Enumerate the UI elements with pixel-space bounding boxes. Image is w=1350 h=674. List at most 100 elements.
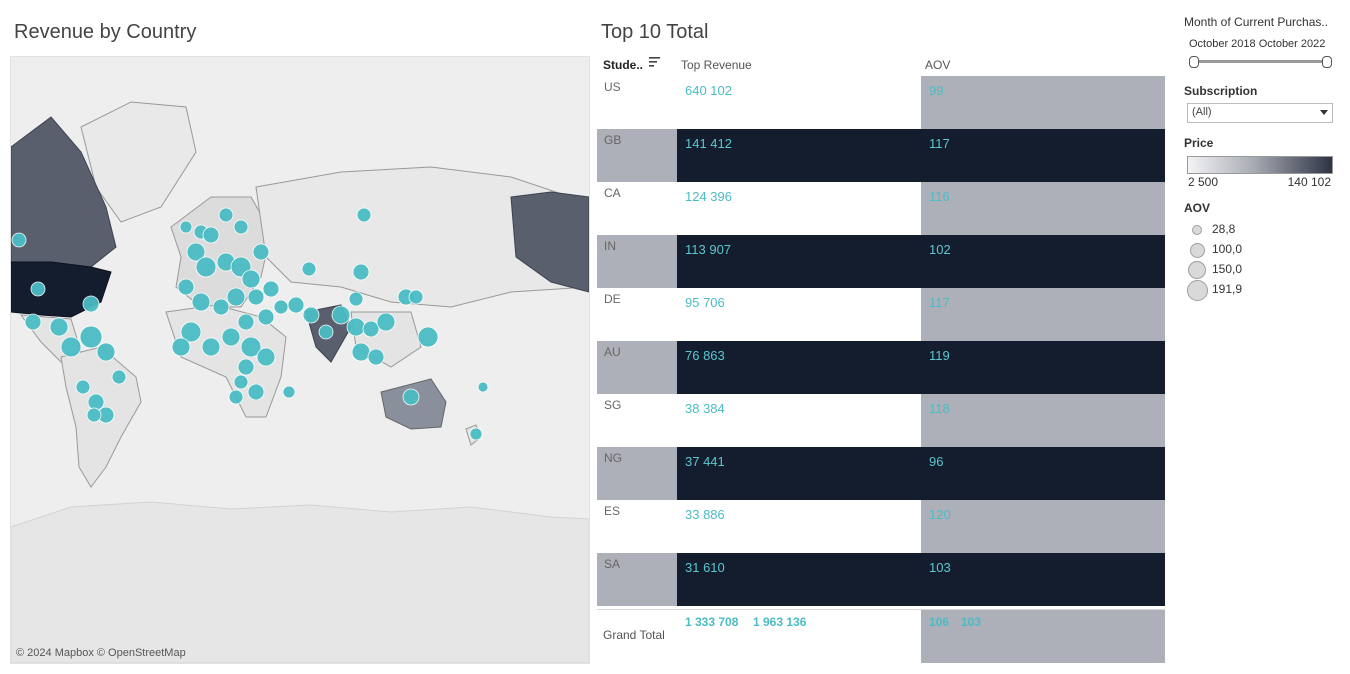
country-bubble[interactable] bbox=[177, 278, 195, 296]
asia-shape bbox=[255, 166, 589, 308]
country-bubble[interactable] bbox=[201, 337, 221, 357]
country-bubble[interactable] bbox=[256, 347, 276, 367]
header-student[interactable]: Stude.. bbox=[603, 58, 644, 72]
country-bubble[interactable] bbox=[87, 393, 105, 411]
country-bubble[interactable] bbox=[233, 374, 249, 390]
country-bubble[interactable] bbox=[302, 306, 320, 324]
aov-cell: 96 bbox=[921, 447, 1165, 500]
country-bubble[interactable] bbox=[348, 291, 364, 307]
country-bubble[interactable] bbox=[346, 317, 366, 337]
table-row[interactable]: SA 31 610 103 bbox=[597, 553, 1165, 606]
country-bubble[interactable] bbox=[237, 313, 255, 331]
country-bubble[interactable] bbox=[477, 381, 489, 393]
country-bubble[interactable] bbox=[171, 337, 191, 357]
aov-value: 99 bbox=[929, 83, 944, 98]
table-row[interactable]: NG 37 441 96 bbox=[597, 447, 1165, 500]
table-row[interactable]: IN 113 907 102 bbox=[597, 235, 1165, 288]
month-slider-end-handle[interactable] bbox=[1322, 56, 1332, 68]
country-bubble[interactable] bbox=[186, 242, 206, 262]
table-row[interactable]: AU 76 863 119 bbox=[597, 341, 1165, 394]
revenue-cell: 113 907 bbox=[677, 235, 921, 288]
country-bubble[interactable] bbox=[226, 287, 246, 307]
country-bubble[interactable] bbox=[60, 336, 82, 358]
country-bubble[interactable] bbox=[228, 389, 244, 405]
month-slider-start-handle[interactable] bbox=[1189, 56, 1199, 68]
country-bubble[interactable] bbox=[30, 281, 46, 297]
subscription-dropdown[interactable]: (All) bbox=[1187, 103, 1333, 123]
revenue-value: 37 441 bbox=[685, 454, 725, 469]
world-map-canvas[interactable] bbox=[11, 57, 589, 663]
country-bubble[interactable] bbox=[417, 326, 439, 348]
aov-value: 103 bbox=[929, 560, 951, 575]
country-bubble[interactable] bbox=[282, 385, 296, 399]
filter-panel: Month of Current Purchas.. October 2018 … bbox=[1180, 0, 1350, 674]
sort-icon[interactable] bbox=[649, 56, 661, 68]
country-bubble[interactable] bbox=[469, 427, 483, 441]
country-bubble[interactable] bbox=[301, 261, 317, 277]
country-bubble[interactable] bbox=[212, 298, 230, 316]
header-revenue[interactable]: Top Revenue bbox=[681, 58, 752, 72]
country-bubble[interactable] bbox=[218, 207, 234, 223]
chevron-down-icon[interactable] bbox=[1320, 110, 1328, 115]
country-bubble[interactable] bbox=[351, 342, 371, 362]
country-bubble[interactable] bbox=[202, 226, 220, 244]
country-bubble[interactable] bbox=[356, 207, 372, 223]
country-code: US bbox=[604, 80, 621, 94]
country-bubble[interactable] bbox=[24, 313, 42, 331]
country-bubble[interactable] bbox=[75, 379, 91, 395]
country-code: NG bbox=[604, 451, 622, 465]
country-bubble[interactable] bbox=[247, 288, 265, 306]
table-row[interactable]: GB 141 412 117 bbox=[597, 129, 1165, 182]
country-bubble[interactable] bbox=[79, 325, 103, 349]
table-row[interactable]: DE 95 706 117 bbox=[597, 288, 1165, 341]
country-bubble[interactable] bbox=[376, 312, 396, 332]
country-bubble[interactable] bbox=[367, 348, 385, 366]
country-bubble[interactable] bbox=[257, 308, 275, 326]
country-bubble[interactable] bbox=[49, 317, 69, 337]
country-bubble[interactable] bbox=[318, 324, 334, 340]
country-bubble[interactable] bbox=[96, 342, 116, 362]
revenue-cell: 38 384 bbox=[677, 394, 921, 447]
country-bubble[interactable] bbox=[233, 219, 249, 235]
country-bubble[interactable] bbox=[287, 296, 305, 314]
country-cell: IN bbox=[597, 235, 677, 288]
table-row[interactable]: ES 33 886 120 bbox=[597, 500, 1165, 553]
country-bubble[interactable] bbox=[111, 369, 127, 385]
country-bubble[interactable] bbox=[408, 289, 424, 305]
country-bubble[interactable] bbox=[221, 327, 241, 347]
country-bubble[interactable] bbox=[195, 256, 217, 278]
revenue-value: 38 384 bbox=[685, 401, 725, 416]
country-bubble[interactable] bbox=[237, 358, 255, 376]
country-bubble[interactable] bbox=[191, 292, 211, 312]
table-row[interactable]: US 640 102 99 bbox=[597, 76, 1165, 129]
country-bubble[interactable] bbox=[331, 305, 351, 325]
month-slider-track[interactable] bbox=[1190, 60, 1326, 63]
country-bubble[interactable] bbox=[240, 336, 262, 358]
country-bubble[interactable] bbox=[241, 269, 261, 289]
country-bubble[interactable] bbox=[362, 320, 380, 338]
country-bubble[interactable] bbox=[11, 232, 27, 248]
country-bubble[interactable] bbox=[179, 220, 193, 234]
country-bubble[interactable] bbox=[82, 295, 100, 313]
table-row[interactable]: CA 124 396 116 bbox=[597, 182, 1165, 235]
table-row[interactable]: SG 38 384 118 bbox=[597, 394, 1165, 447]
country-code: SA bbox=[604, 557, 621, 571]
country-bubble[interactable] bbox=[252, 243, 270, 261]
aov-cell: 99 bbox=[921, 76, 1165, 129]
country-bubble[interactable] bbox=[86, 407, 102, 423]
country-code: AU bbox=[604, 345, 621, 359]
revenue-map[interactable]: © 2024 Mapbox © OpenStreetMap bbox=[10, 56, 590, 664]
revenue-bubbles[interactable] bbox=[11, 207, 489, 441]
country-bubble[interactable] bbox=[262, 280, 280, 298]
country-bubble[interactable] bbox=[352, 263, 370, 281]
country-cell: US bbox=[597, 76, 677, 129]
grand-total-label: Grand Total bbox=[603, 628, 665, 642]
header-aov[interactable]: AOV bbox=[925, 58, 951, 72]
country-bubble[interactable] bbox=[180, 321, 202, 343]
country-cell: DE bbox=[597, 288, 677, 341]
country-bubble[interactable] bbox=[273, 299, 289, 315]
country-bubble[interactable] bbox=[402, 388, 420, 406]
revenue-cell: 124 396 bbox=[677, 182, 921, 235]
country-bubble[interactable] bbox=[247, 383, 265, 401]
country-code: SG bbox=[604, 398, 622, 412]
